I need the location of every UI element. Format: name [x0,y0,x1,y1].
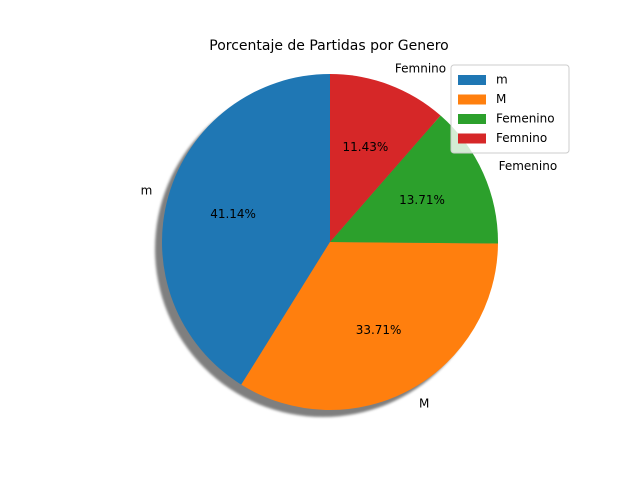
chart-title: Porcentaje de Partidas por Genero [209,38,448,54]
percent-label-femenino-2: 13.71% [399,193,445,207]
legend: mM Femenino Femnino [450,64,570,154]
slice-label-m-0: m [141,184,153,198]
pie-slice-femnino-3 [330,74,441,242]
legend-swatch-m-1 [458,94,486,105]
legend-label-femnino-3: Femnino [496,131,547,145]
legend-label-femenino-2: Femenino [496,112,555,126]
percent-label-femnino-3: 11.43% [343,140,389,154]
slice-label-m-1: M [419,396,429,410]
slice-label-femnino-3: Femnino [395,62,446,76]
slice-label-femenino-2: Femenino [499,159,558,173]
legend-frame [450,64,570,154]
pie-slice-m-1 [241,242,498,411]
percent-labels: 41.14% 33.71% 13.71% 11.43% [210,140,445,337]
percent-label-m-1: 33.71% [356,323,402,337]
legend-label-m-0: m [496,73,508,87]
legend-swatch-femnino-3 [458,133,486,144]
percent-label-m-0: 41.14% [210,207,256,221]
legend-swatch-m-0 [458,75,486,85]
pie-slices [161,74,498,411]
legend-label-m-1: M [496,92,506,106]
pie-slice-m-0 [161,74,330,385]
legend-swatch-femenino-2 [458,114,486,124]
